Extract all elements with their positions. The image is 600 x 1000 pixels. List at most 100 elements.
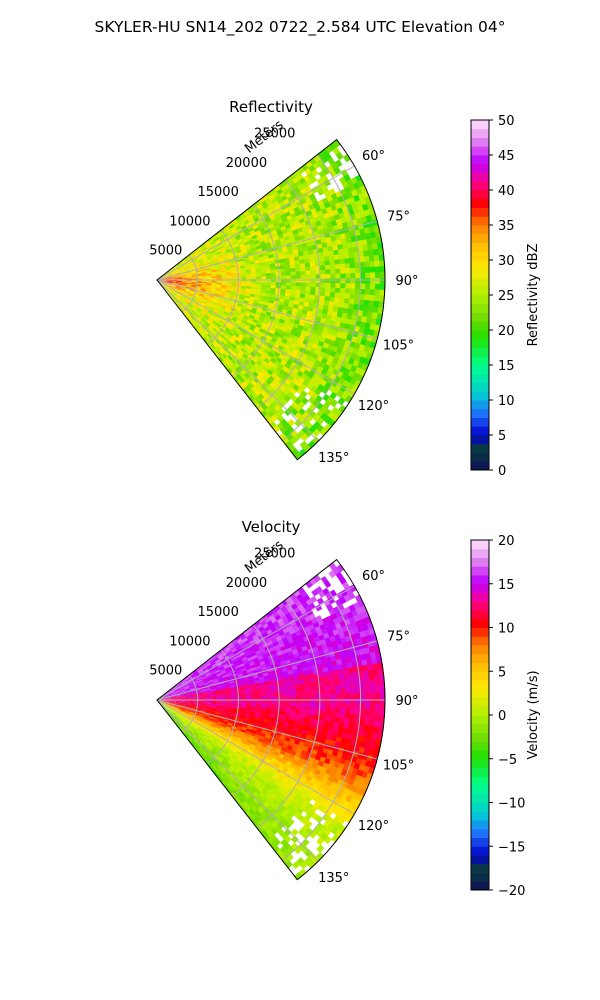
field-cell [188, 682, 194, 686]
field-cell [208, 324, 215, 330]
field-cell [320, 707, 326, 713]
field-cell [324, 296, 331, 302]
field-cell [322, 393, 330, 402]
field-cell [241, 249, 248, 255]
field-cell [177, 263, 183, 267]
field-cell [226, 695, 232, 698]
field-cell [261, 219, 268, 226]
field-cell [220, 649, 227, 655]
field-cell [329, 296, 336, 303]
field-cell [224, 309, 231, 314]
field-cell [227, 347, 234, 354]
field-cell [206, 311, 212, 317]
field-cell [319, 427, 329, 437]
field-cell [240, 687, 247, 691]
field-cell [260, 693, 267, 697]
field-cell [244, 681, 251, 686]
field-cell [166, 274, 172, 277]
field-cell [212, 655, 219, 661]
field-cell [230, 688, 237, 692]
field-cell [204, 683, 210, 687]
field-cell [235, 234, 241, 240]
field-cell [224, 292, 231, 296]
field-cell [190, 289, 196, 293]
field-cell [178, 300, 183, 305]
field-cell [268, 674, 275, 679]
field-cell [285, 275, 292, 280]
field-cell [279, 682, 286, 687]
field-cell [197, 307, 203, 313]
field-cell [242, 252, 249, 257]
field-cell [169, 268, 174, 272]
field-cell [324, 319, 332, 326]
field-cell [329, 684, 336, 690]
field-cell [339, 288, 346, 294]
field-cell [196, 298, 203, 303]
field-cell [193, 251, 199, 256]
field-cell [318, 676, 325, 682]
field-cell [378, 301, 385, 309]
field-cell [345, 688, 351, 694]
field-cell [288, 299, 295, 305]
field-cell [232, 660, 239, 666]
field-cell [199, 333, 205, 340]
field-cell [205, 662, 212, 668]
field-cell [215, 345, 221, 352]
field-cell [189, 309, 195, 315]
field-cell [168, 289, 173, 294]
field-cell [335, 698, 341, 704]
field-cell [229, 345, 236, 352]
field-cell [255, 286, 262, 291]
field-cell [260, 289, 266, 294]
field-cell [349, 584, 358, 593]
field-cell [344, 708, 351, 715]
field-cell [295, 286, 301, 291]
field-cell [185, 677, 191, 681]
field-cell [340, 703, 346, 709]
field-cell [278, 298, 285, 303]
field-cell [172, 298, 177, 304]
field-cell [295, 702, 302, 707]
field-cell [265, 648, 272, 654]
field-cell [186, 273, 192, 276]
field-cell [335, 316, 342, 323]
field-cell [278, 675, 285, 680]
field-cell [231, 283, 237, 286]
field-cell [255, 693, 262, 697]
field-cell [249, 229, 256, 235]
colorbar-band [471, 242, 489, 252]
field-cell [217, 344, 223, 350]
field-cell [181, 283, 187, 286]
field-cell [210, 303, 217, 308]
field-cell [295, 698, 302, 703]
field-cell [193, 303, 200, 309]
field-cell [325, 273, 331, 279]
field-cell [179, 299, 184, 304]
field-cell [197, 678, 203, 682]
field-cell [284, 677, 290, 683]
field-cell [359, 294, 366, 301]
field-cell [188, 264, 195, 268]
field-cell [256, 320, 264, 326]
field-cell [284, 681, 291, 686]
field-cell [217, 356, 224, 363]
field-cell [167, 289, 173, 294]
field-cell [288, 677, 295, 682]
field-cell [207, 678, 214, 682]
field-cell [256, 652, 263, 658]
field-cell [199, 684, 205, 688]
field-cell [250, 244, 257, 249]
field-cell [232, 301, 239, 306]
field-cell [222, 322, 229, 328]
field-cell [209, 659, 216, 665]
field-cell [197, 315, 203, 320]
field-cell [242, 345, 249, 352]
field-cell [350, 698, 356, 704]
field-cell [348, 298, 355, 305]
field-cell [231, 695, 237, 698]
field-cell [271, 638, 278, 644]
field-cell [253, 659, 260, 665]
field-cell [219, 667, 226, 672]
field-cell [219, 309, 225, 314]
field-cell [178, 266, 185, 270]
